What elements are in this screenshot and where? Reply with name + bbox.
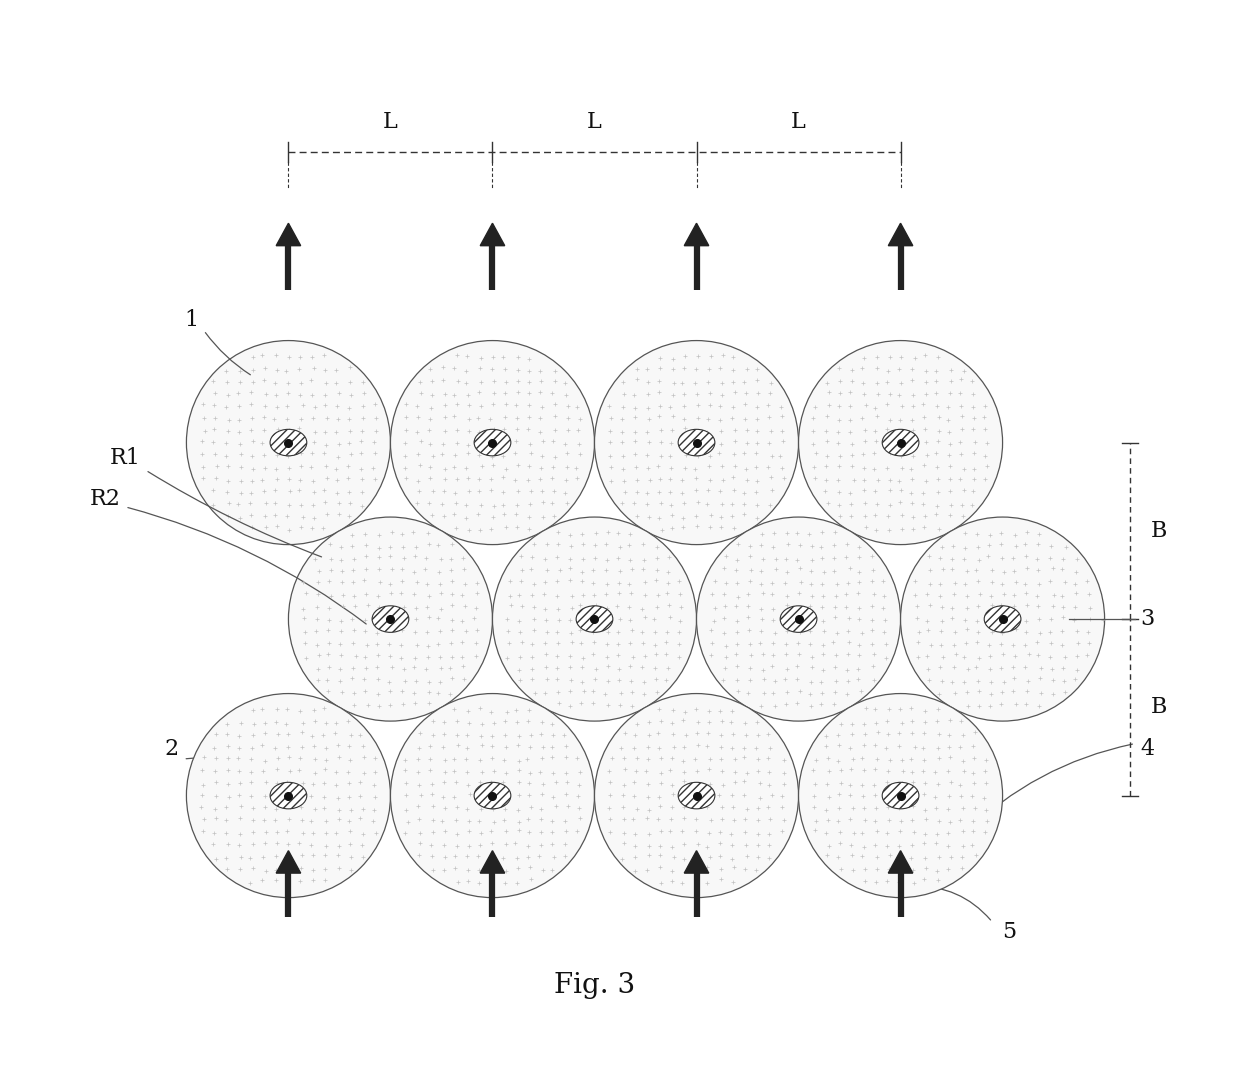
Polygon shape [480, 850, 505, 873]
Circle shape [900, 517, 1105, 721]
Circle shape [799, 341, 1003, 545]
Text: 4: 4 [1141, 738, 1154, 760]
Text: L: L [791, 111, 806, 134]
Text: 3: 3 [1141, 609, 1154, 630]
Circle shape [594, 341, 799, 545]
Polygon shape [684, 850, 709, 873]
Circle shape [186, 341, 391, 545]
Ellipse shape [678, 429, 715, 455]
Text: B: B [1151, 696, 1167, 719]
Polygon shape [888, 850, 913, 873]
Text: R1: R1 [110, 447, 140, 469]
Polygon shape [277, 223, 300, 246]
Ellipse shape [474, 782, 511, 809]
Ellipse shape [678, 782, 715, 809]
Text: 2: 2 [164, 738, 179, 760]
Ellipse shape [985, 605, 1021, 632]
Circle shape [289, 517, 492, 721]
Polygon shape [480, 223, 505, 246]
Circle shape [492, 517, 697, 721]
Text: L: L [587, 111, 601, 134]
Ellipse shape [882, 782, 919, 809]
Text: B: B [1151, 520, 1167, 542]
Polygon shape [684, 223, 709, 246]
Circle shape [186, 694, 391, 898]
Text: 5: 5 [1003, 921, 1017, 943]
Ellipse shape [270, 782, 306, 809]
Polygon shape [277, 850, 300, 873]
Polygon shape [888, 223, 913, 246]
Circle shape [799, 694, 1003, 898]
Ellipse shape [780, 605, 817, 632]
Ellipse shape [372, 605, 409, 632]
Ellipse shape [882, 429, 919, 455]
Text: R2: R2 [89, 488, 120, 509]
Text: L: L [383, 111, 398, 134]
Text: Fig. 3: Fig. 3 [554, 972, 635, 999]
Ellipse shape [474, 429, 511, 455]
Ellipse shape [270, 429, 306, 455]
Circle shape [391, 694, 594, 898]
Circle shape [697, 517, 900, 721]
Ellipse shape [577, 605, 613, 632]
Circle shape [594, 694, 799, 898]
Text: 1: 1 [185, 310, 198, 331]
Circle shape [391, 341, 594, 545]
